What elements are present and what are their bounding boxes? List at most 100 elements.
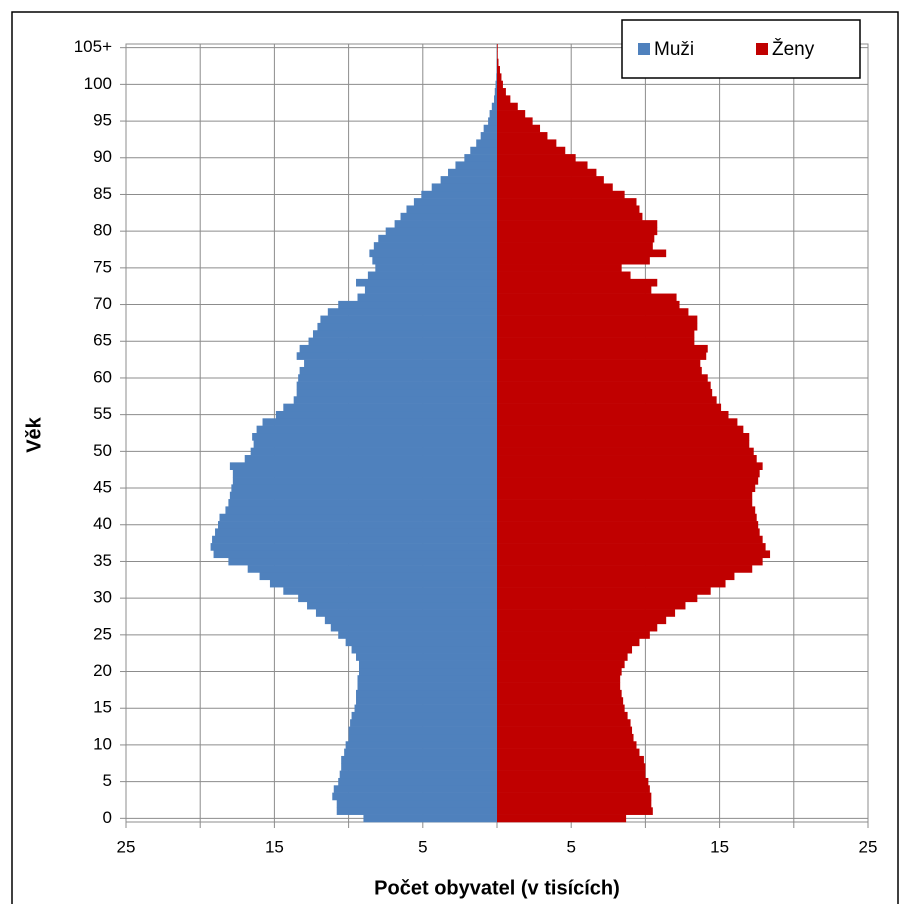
bar (497, 44, 498, 52)
bar (497, 513, 757, 522)
bar (464, 154, 497, 162)
bar (298, 374, 497, 382)
bar (497, 322, 698, 331)
bar (497, 579, 726, 588)
bar (497, 785, 650, 793)
y-tick-label: 35 (93, 551, 112, 570)
bar (497, 198, 637, 206)
bar (497, 433, 750, 441)
legend: Muži Ženy (621, 19, 861, 79)
bar (296, 352, 497, 360)
bar (497, 733, 634, 742)
bar (497, 161, 588, 170)
bar (497, 755, 644, 764)
bar (497, 594, 698, 603)
bar (497, 308, 689, 316)
bar (373, 242, 497, 250)
bar (497, 154, 576, 162)
x-tick-label: 5 (418, 837, 427, 856)
bar (348, 726, 497, 735)
bar (369, 249, 497, 258)
bar (317, 322, 497, 331)
bar (497, 572, 735, 581)
bar (497, 469, 760, 478)
y-tick-label: 85 (93, 184, 112, 203)
bar (497, 330, 695, 338)
bar (212, 535, 497, 544)
bar (497, 139, 557, 148)
bar (497, 293, 677, 302)
bar (497, 440, 750, 448)
bar (296, 388, 497, 397)
bar (312, 330, 497, 338)
bar (213, 550, 497, 559)
bar (497, 704, 625, 713)
bar (494, 88, 497, 96)
bar (339, 770, 497, 779)
bar (497, 124, 541, 133)
bar (497, 425, 744, 434)
bar (497, 557, 763, 566)
bar (356, 653, 497, 661)
bar (344, 748, 497, 757)
bar (307, 601, 497, 610)
bar (378, 234, 497, 243)
bar (497, 366, 702, 375)
bar (228, 499, 497, 507)
bar (497, 256, 650, 265)
bar (497, 66, 500, 74)
bar (350, 719, 497, 727)
y-tick-label: 60 (93, 367, 112, 386)
bar (283, 587, 497, 595)
bar (497, 535, 763, 544)
bar (225, 506, 498, 515)
x-tick-label: 15 (265, 837, 284, 856)
labels: 0510152025303540455055606570758085909510… (74, 37, 878, 856)
bar (357, 293, 497, 302)
bar (497, 748, 640, 757)
bar (497, 242, 653, 250)
bar (497, 616, 667, 625)
bar (497, 146, 566, 155)
bar (497, 499, 753, 507)
legend-label: Muži (654, 39, 694, 60)
bar (495, 80, 497, 89)
bar (497, 631, 650, 639)
bar (497, 352, 707, 360)
bar (232, 477, 497, 485)
bar (356, 697, 497, 705)
bar (375, 264, 497, 272)
bar (497, 359, 701, 368)
x-tick-label: 5 (566, 837, 575, 856)
bar (497, 110, 526, 118)
bar (497, 374, 708, 382)
bar (218, 521, 497, 529)
bar (497, 543, 766, 551)
bar (497, 667, 622, 676)
bar (489, 110, 497, 118)
bar (385, 227, 497, 236)
bar (497, 381, 711, 390)
bar (363, 814, 497, 823)
x-tick-label: 25 (117, 837, 136, 856)
bar (497, 719, 631, 727)
y-tick-label: 20 (93, 661, 112, 680)
bar (497, 176, 604, 184)
bar (253, 440, 497, 448)
bar (299, 344, 497, 353)
y-tick-label: 15 (93, 698, 112, 717)
bar (497, 403, 722, 412)
y-tick-label: 40 (93, 514, 112, 533)
bar (431, 183, 497, 192)
y-tick-label: 80 (93, 221, 112, 240)
bar (497, 183, 613, 192)
bar (488, 117, 497, 126)
y-tick-label: 90 (93, 147, 112, 166)
bar (327, 308, 497, 316)
bar (259, 572, 497, 581)
bar (470, 146, 497, 155)
bar (228, 557, 497, 566)
bar (497, 190, 625, 199)
bar (244, 455, 497, 463)
y-tick-label: 50 (93, 441, 112, 460)
